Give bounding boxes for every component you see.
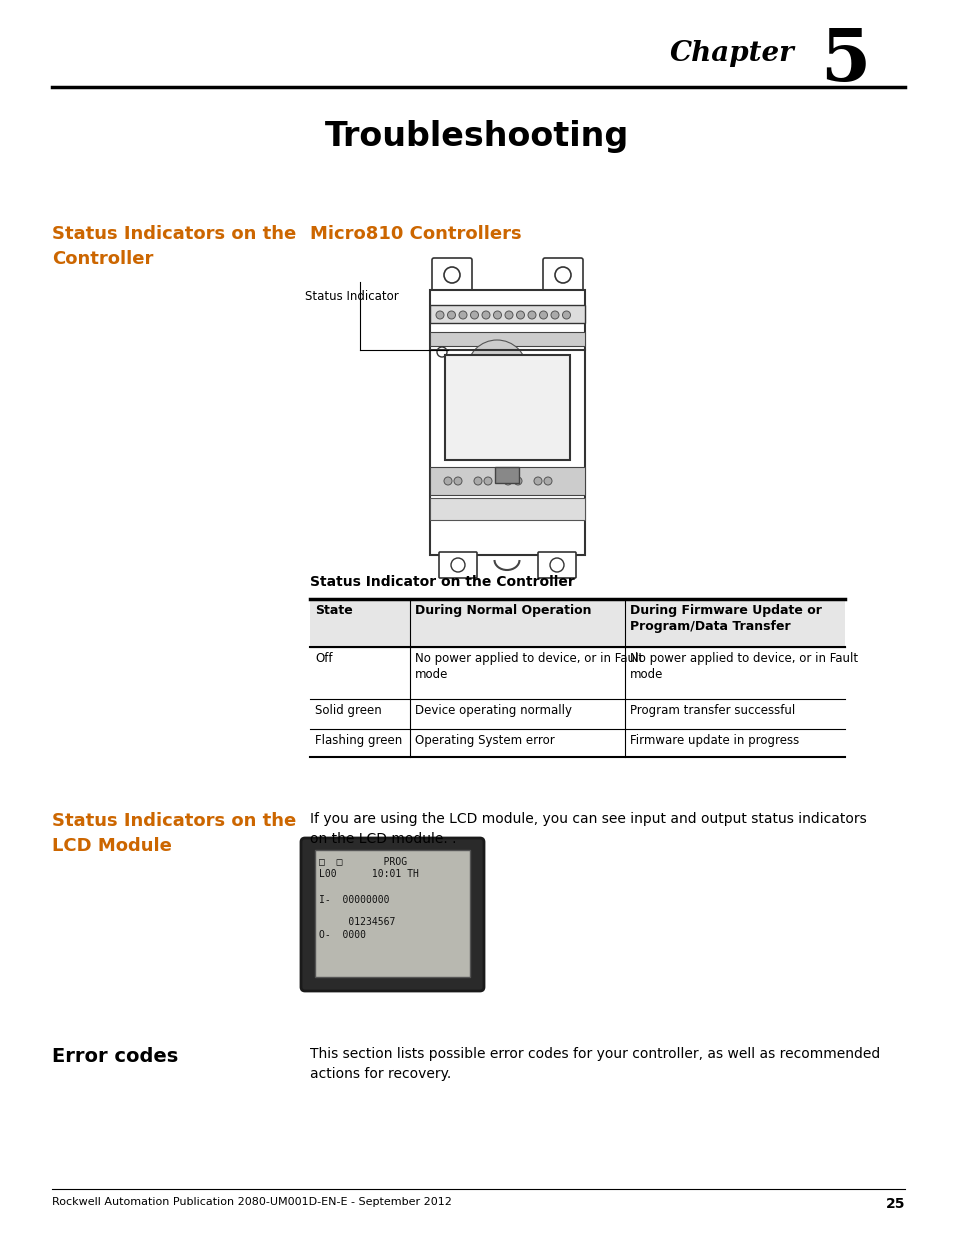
Text: State: State (314, 604, 353, 618)
Circle shape (451, 558, 464, 572)
Text: Operating System error: Operating System error (415, 734, 554, 747)
Bar (314, 850, 470, 977)
Circle shape (458, 311, 467, 319)
Circle shape (503, 477, 512, 485)
Text: Chapter: Chapter (670, 40, 794, 67)
Wedge shape (467, 340, 526, 370)
Circle shape (516, 311, 524, 319)
Text: Device operating normally: Device operating normally (415, 704, 572, 718)
Text: L00      10:01 TH: L00 10:01 TH (318, 869, 418, 879)
FancyBboxPatch shape (438, 552, 476, 578)
Circle shape (454, 477, 461, 485)
Text: I-  00000000: I- 00000000 (318, 895, 389, 905)
FancyBboxPatch shape (301, 839, 483, 990)
Text: Off: Off (314, 652, 333, 664)
Text: Micro810 Controllers: Micro810 Controllers (310, 225, 521, 243)
Circle shape (474, 477, 481, 485)
Circle shape (543, 477, 552, 485)
Circle shape (504, 311, 513, 319)
Bar (444, 354, 569, 459)
Bar (430, 332, 584, 346)
Text: Status Indicator on the Controller: Status Indicator on the Controller (310, 576, 574, 589)
Circle shape (481, 311, 490, 319)
Text: During Firmware Update or
Program/Data Transfer: During Firmware Update or Program/Data T… (629, 604, 821, 634)
Bar (430, 467, 584, 495)
Text: Rockwell Automation Publication 2080-UM001D-EN-E - September 2012: Rockwell Automation Publication 2080-UM0… (52, 1197, 452, 1207)
Circle shape (514, 477, 521, 485)
Text: During Normal Operation: During Normal Operation (415, 604, 591, 618)
Text: Firmware update in progress: Firmware update in progress (629, 734, 799, 747)
Text: Program transfer successful: Program transfer successful (629, 704, 795, 718)
Circle shape (539, 311, 547, 319)
Text: 5: 5 (819, 25, 869, 96)
Bar (430, 498, 584, 520)
Text: Flashing green: Flashing green (314, 734, 402, 747)
Text: No power applied to device, or in Fault
mode: No power applied to device, or in Fault … (415, 652, 642, 680)
Text: Solid green: Solid green (314, 704, 381, 718)
Text: 25: 25 (884, 1197, 904, 1212)
Text: Status Indicators on the
LCD Module: Status Indicators on the LCD Module (52, 811, 296, 855)
Text: If you are using the LCD module, you can see input and output status indicators
: If you are using the LCD module, you can… (310, 811, 866, 846)
Circle shape (436, 347, 447, 357)
Bar (495, 467, 518, 483)
Text: 01234567: 01234567 (318, 918, 395, 927)
Circle shape (436, 311, 443, 319)
Text: O-  0000: O- 0000 (318, 930, 366, 940)
Circle shape (493, 311, 501, 319)
Text: No power applied to device, or in Fault
mode: No power applied to device, or in Fault … (629, 652, 858, 680)
FancyBboxPatch shape (432, 258, 472, 291)
FancyBboxPatch shape (537, 552, 576, 578)
Circle shape (534, 477, 541, 485)
Circle shape (551, 311, 558, 319)
Text: Troubleshooting: Troubleshooting (325, 120, 628, 153)
Circle shape (447, 311, 455, 319)
Text: Status Indicator: Status Indicator (305, 290, 398, 303)
Bar (430, 290, 584, 555)
Circle shape (550, 558, 563, 572)
Text: Status Indicators on the
Controller: Status Indicators on the Controller (52, 225, 296, 268)
Circle shape (443, 477, 452, 485)
Circle shape (483, 477, 492, 485)
Bar (430, 305, 584, 324)
Text: Error codes: Error codes (52, 1047, 178, 1066)
Circle shape (443, 267, 459, 283)
Bar (310, 599, 844, 647)
Circle shape (527, 311, 536, 319)
Circle shape (470, 311, 478, 319)
FancyBboxPatch shape (542, 258, 582, 291)
Text: □  □       PROG: □ □ PROG (318, 856, 407, 866)
Circle shape (562, 311, 570, 319)
Circle shape (555, 267, 571, 283)
Text: This section lists possible error codes for your controller, as well as recommen: This section lists possible error codes … (310, 1047, 880, 1081)
